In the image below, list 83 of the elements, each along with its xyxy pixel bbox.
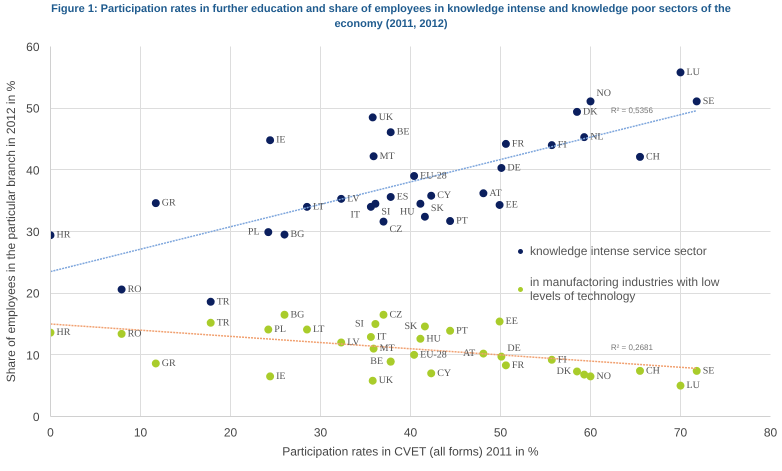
annotation: DK	[556, 366, 572, 377]
annotation: BG	[290, 309, 304, 320]
y-tick-label: 60	[26, 40, 40, 54]
annotation: MT	[380, 343, 395, 354]
annotation: PT	[456, 216, 468, 227]
annotation: UK	[378, 375, 394, 386]
annotation: UK	[378, 112, 394, 123]
annotation: LT	[313, 201, 324, 212]
annotation: IE	[276, 134, 286, 146]
annotation: IE	[276, 370, 286, 382]
y-tick-label: 0	[32, 410, 40, 424]
annotation: SI	[381, 206, 390, 218]
annotation: EU-28	[420, 349, 447, 360]
annotation: SE	[702, 365, 714, 376]
annotation: MT	[380, 150, 395, 162]
annotation: FI	[558, 140, 567, 151]
annotation: R² = 0,5356	[610, 106, 654, 115]
annotation: IT	[350, 209, 360, 220]
annotation: HU	[426, 333, 442, 344]
x-tick-label: 10	[134, 426, 148, 440]
annotation: CH	[646, 151, 660, 162]
x-tick-label: 40	[404, 426, 418, 440]
annotation: HR	[56, 230, 71, 241]
legend-label: in manufactoring industries with low levels of technology	[530, 275, 720, 303]
annotation: CZ	[390, 224, 402, 236]
annotation: FR	[512, 138, 524, 150]
annotation: LV	[347, 193, 360, 204]
annotation: IT	[376, 331, 386, 342]
annotation: CH	[646, 365, 660, 376]
annotation: DE	[507, 343, 521, 354]
annotation: NO	[596, 370, 611, 382]
y-tick-label: 50	[26, 102, 40, 116]
annotation: PL	[274, 324, 286, 336]
annotation: SK	[404, 320, 418, 332]
x-tick-label: 30	[314, 426, 328, 440]
annotation: FR	[512, 360, 524, 371]
annotation: GR	[162, 358, 176, 369]
annotation: RO	[128, 284, 142, 295]
annotation: GR	[162, 198, 176, 209]
annotation: DK	[583, 106, 598, 118]
annotation: PT	[456, 325, 468, 336]
x-axis-title: Participation rates in CVET (all forms) 2011 in %	[282, 444, 539, 458]
annotation: EE	[506, 316, 518, 328]
annotation: LU	[686, 380, 701, 392]
annotation: AT	[489, 188, 502, 199]
annotation: DE	[507, 162, 521, 174]
y-tick-label: 20	[26, 286, 40, 301]
x-tick-label: 0	[47, 426, 54, 440]
annotation: PL	[248, 226, 260, 238]
annotation: TR	[216, 296, 230, 308]
annotation: BE	[396, 126, 410, 138]
annotation: LV	[347, 337, 360, 348]
x-tick-label: 20	[224, 426, 238, 440]
annotation: RO	[128, 328, 142, 340]
annotation: EE	[506, 199, 518, 210]
x-tick-label: 70	[674, 426, 688, 440]
chart-title: Figure 1: Participation rates in further education and share of employees in knowledge intense and knowledge poor sectors of the economy (2011, 2012)	[50, 2, 732, 32]
annotation: LT	[313, 324, 324, 336]
annotation: HR	[56, 327, 71, 338]
x-tick-label: 50	[494, 426, 508, 440]
x-tick-label: 80	[764, 426, 778, 440]
annotation: LU	[686, 66, 701, 78]
annotation: FI	[558, 354, 567, 366]
annotation: CZ	[390, 309, 402, 320]
x-tick-label: 60	[584, 426, 598, 440]
annotation: SK	[430, 203, 444, 214]
annotation: NL	[590, 132, 604, 143]
annotation: SI	[355, 318, 364, 330]
y-axis-title: Share of employees in the particular branch in 2012 in %	[4, 80, 18, 382]
annotation: ES	[396, 191, 408, 202]
legend-label: knowledge intense service sector	[530, 244, 707, 258]
annotation: R² = 0,2681	[610, 342, 654, 352]
y-tick-label: 40	[26, 163, 40, 178]
annotation: CY	[437, 368, 452, 379]
annotation: CY	[437, 190, 452, 202]
y-tick-label: 10	[26, 348, 40, 362]
annotation: BE	[370, 356, 384, 368]
annotation: TR	[216, 317, 230, 328]
y-tick-label: 30	[26, 225, 40, 239]
annotation: BG	[290, 229, 304, 240]
annotation: SE	[702, 96, 714, 107]
annotation: HU	[400, 206, 416, 218]
annotation: NO	[596, 88, 611, 99]
